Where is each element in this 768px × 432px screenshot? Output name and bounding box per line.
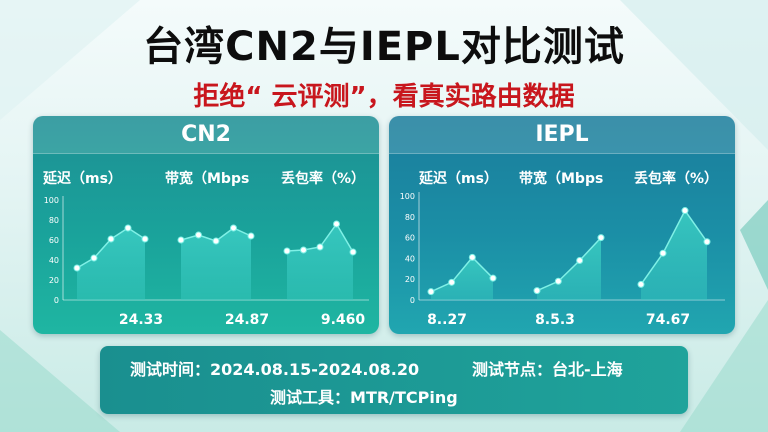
iepl-panel: IEPL 0 20 40 60 80 100 延迟（ms） 带宽（Mbps 丢包率（%） … — [389, 116, 735, 334]
cn2-loss-value: 9.460 — [320, 312, 366, 328]
iepl-latency-line — [430, 256, 494, 293]
cn2-panel-header: CN2 — [33, 116, 379, 154]
iepl-ytick-label: 40 — [405, 254, 415, 263]
iepl-panel-header: IEPL — [389, 116, 735, 154]
iepl-ytick-label: 100 — [400, 192, 415, 201]
iepl-bandwidth-point — [576, 256, 584, 264]
test-node-label: 测试节点： — [472, 360, 553, 379]
cn2-ytick-label: 80 — [49, 216, 59, 225]
cn2-loss-point — [316, 243, 324, 251]
iepl-loss-point — [659, 249, 667, 257]
iepl-loss-area — [641, 210, 707, 300]
cn2-ytick-label: 60 — [49, 236, 59, 245]
iepl-latency-area — [431, 257, 493, 300]
cn2-latency-point — [124, 224, 132, 232]
iepl-loss-label: 丢包率（%） — [634, 171, 719, 187]
iepl-bandwidth-label: 带宽（Mbps — [519, 171, 604, 187]
cn2-ytick-label: 100 — [44, 196, 59, 205]
cn2-bandwidth-point — [247, 232, 255, 240]
iepl-bandwidth-point — [554, 277, 562, 285]
cn2-latency-point — [90, 254, 98, 262]
test-period-value: 2024.08.15-2024.08.20 — [210, 360, 420, 379]
iepl-latency-point — [468, 253, 476, 261]
cn2-bandwidth-point — [177, 236, 185, 244]
cn2-bandwidth-value: 24.87 — [224, 312, 270, 328]
iepl-ytick-label: 0 — [410, 296, 415, 305]
iepl-loss-point — [637, 280, 645, 288]
cn2-loss-point — [349, 248, 357, 256]
iepl-loss-line — [640, 209, 708, 285]
cn2-latency-point — [107, 235, 115, 243]
cn2-loss-point — [333, 220, 340, 228]
cn2-loss-area — [287, 224, 353, 300]
page-title: 台湾CN2与IEPL对比测试 — [143, 24, 625, 70]
cn2-loss-label: 丢包率（%） — [281, 171, 366, 187]
cn2-latency-label: 延迟（ms） — [43, 171, 122, 187]
cn2-ytick-label: 20 — [49, 276, 59, 285]
page-subtitle: 拒绝“ 云评测”，看真实路由数据 — [193, 82, 575, 112]
test-tool-label: 测试工具： — [270, 388, 351, 407]
cn2-latency-point — [73, 264, 81, 272]
iepl-bandwidth-line — [536, 237, 602, 292]
cn2-latency-area — [77, 228, 145, 300]
iepl-latency-point — [427, 288, 435, 296]
iepl-latency-label: 延迟（ms） — [419, 171, 498, 187]
iepl-ytick-label: 80 — [405, 213, 415, 222]
iepl-bandwidth-value: 8.5.3 — [535, 312, 575, 328]
iepl-bandwidth-point — [533, 287, 541, 295]
cn2-ytick-label: 0 — [54, 296, 59, 305]
iepl-latency-point — [448, 278, 456, 286]
cn2-chart: 0 20 40 60 80 100 — [44, 196, 369, 305]
iepl-latency-point — [489, 274, 497, 282]
cn2-latency-value: 24.33 — [118, 312, 164, 328]
iepl-loss-value: 74.67 — [645, 312, 691, 328]
test-tool-value: MTR/TCPing — [350, 388, 458, 407]
cn2-bandwidth-area — [181, 228, 251, 300]
iepl-bandwidth-point — [597, 234, 605, 242]
test-period-label: 测试时间： — [130, 360, 211, 379]
test-info-box: 测试时间：2024.08.15-2024.08.20 测试节点：台北-上海 测试… — [100, 346, 688, 414]
cn2-bandwidth-point — [195, 231, 202, 239]
cn2-bandwidth-point — [230, 224, 237, 232]
iepl-ytick-label: 60 — [405, 234, 415, 243]
test-tool: 测试工具：MTR/TCPing — [270, 384, 458, 408]
iepl-latency-value: 8..27 — [427, 312, 467, 328]
test-period: 测试时间：2024.08.15-2024.08.20 — [130, 356, 419, 380]
cn2-loss-point — [283, 247, 291, 255]
cn2-panel: CN2 0 20 40 60 80 100 延迟（ms） 带宽（Mbps 丢包率（%） 2… — [33, 116, 379, 334]
cn2-bandwidth-point — [212, 237, 220, 245]
cn2-loss-point — [300, 246, 307, 254]
iepl-chart: 0 20 40 60 80 100 — [400, 192, 725, 305]
cn2-ytick-label: 40 — [49, 256, 59, 265]
test-node: 测试节点：台北-上海 — [472, 356, 623, 380]
test-node-value: 台北-上海 — [552, 360, 623, 379]
cn2-latency-point — [141, 235, 149, 243]
cn2-bandwidth-label: 带宽（Mbps — [165, 171, 250, 187]
iepl-ytick-label: 20 — [405, 275, 415, 284]
iepl-loss-point — [681, 207, 689, 215]
iepl-loss-point — [703, 238, 711, 246]
